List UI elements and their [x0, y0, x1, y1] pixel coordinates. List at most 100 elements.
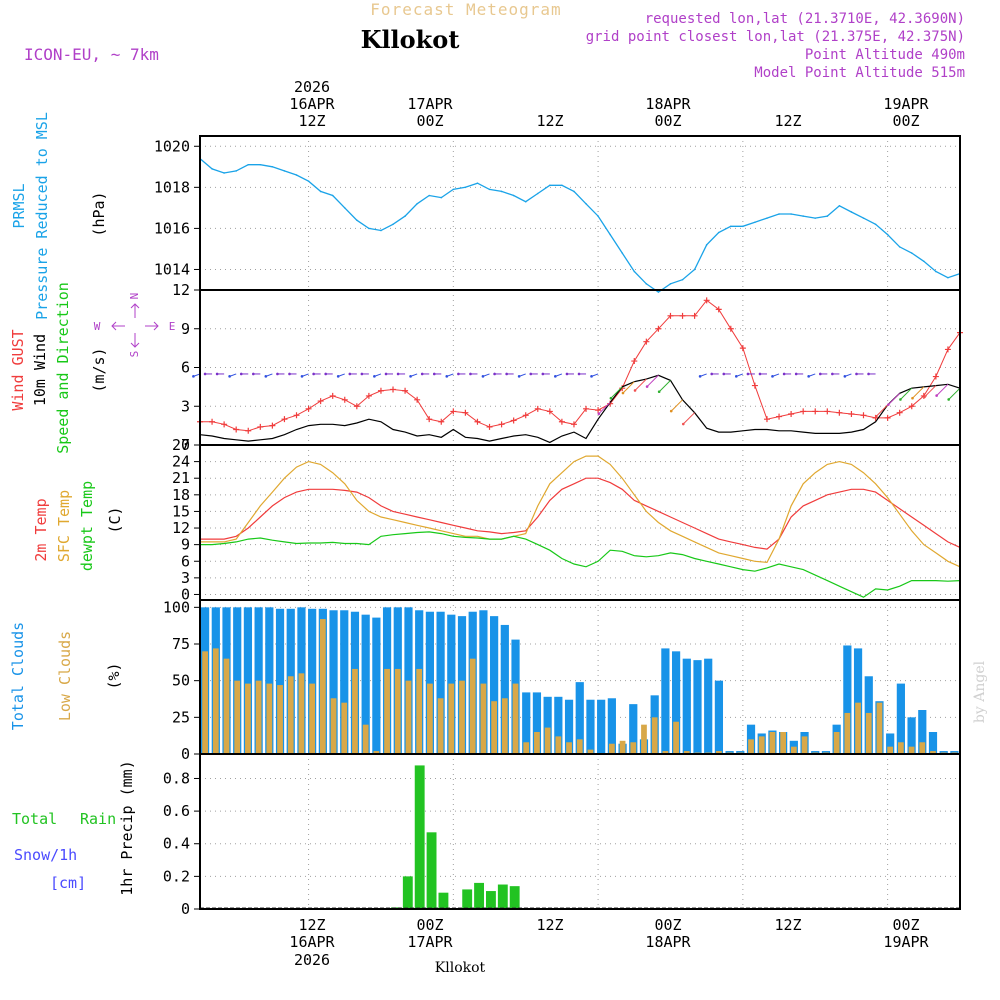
low-cloud-bar: [790, 746, 797, 754]
compass-west: W: [94, 320, 101, 333]
y-tick-label: 12: [172, 281, 190, 299]
gust-point: [426, 416, 433, 423]
total-cloud-bar: [554, 696, 563, 754]
total-cloud-bar: [693, 660, 702, 754]
wind-direction-arrowhead: [843, 375, 847, 378]
total-cloud-bar: [254, 607, 263, 754]
gust-point: [583, 405, 590, 412]
gust-point: [812, 408, 819, 415]
wind-direction-arrow: [948, 387, 961, 400]
pressure-label-prmsl: PRMSL: [10, 183, 28, 228]
temp-label-dew: dewpt Temp: [78, 481, 96, 571]
y-tick-label: 1020: [154, 137, 190, 155]
info-model-altitude: Model Point Altitude 515m: [754, 65, 965, 81]
gust-point: [233, 426, 240, 433]
model-label: ICON-EU, ~ 7km: [24, 45, 159, 64]
wind-direction-arrowhead: [396, 372, 400, 376]
low-cloud-bar: [587, 749, 594, 754]
pressure-point: [331, 194, 334, 197]
temp2m-line: [200, 477, 961, 550]
wind-direction-arrowhead: [541, 372, 545, 376]
gust-point: [522, 412, 529, 419]
wind-direction-arrowhead: [192, 375, 195, 378]
y-tick-label: 0.8: [163, 769, 190, 787]
precip-label-rain: Rain: [80, 810, 116, 828]
wind-direction-arrowhead: [505, 372, 508, 376]
y-tick-label: 9: [181, 320, 190, 338]
pressure-point: [874, 223, 877, 226]
wind-direction-arrowhead: [746, 372, 750, 376]
total-cloud-bar: [853, 648, 863, 754]
wind-direction-arrowhead: [807, 375, 810, 378]
y-tick-label: 1016: [154, 219, 190, 237]
total-cloud-bar: [532, 692, 542, 754]
gust-point: [245, 427, 252, 434]
total-cloud-bar: [586, 699, 595, 754]
wind-direction-arrowhead: [935, 394, 938, 397]
wind-direction-arrowhead: [215, 372, 219, 376]
low-cloud-bar: [427, 683, 433, 754]
pressure-point: [705, 244, 708, 246]
y-tick-label: 50: [172, 672, 190, 690]
low-cloud-bar: [512, 683, 519, 754]
pressure-panel: 1014 1016 1018 1020: [154, 135, 961, 293]
low-cloud-bar: [683, 751, 690, 754]
low-cloud-bar: [930, 751, 936, 754]
rain-bar: [497, 884, 508, 909]
rain-bar: [438, 892, 449, 909]
top-axis-hour-17apr-12z: 12Z: [536, 112, 563, 130]
low-cloud-bar: [641, 724, 647, 754]
wind-direction-arrowhead: [710, 372, 714, 376]
low-cloud-bar: [566, 742, 572, 754]
pressure-point: [802, 215, 804, 217]
pressure-point: [657, 291, 660, 293]
total-cloud-bar: [928, 732, 938, 754]
pressure-point: [380, 229, 382, 232]
gust-point: [727, 325, 734, 332]
bottom-axis-hour-18apr-12z: 12Z: [774, 916, 801, 934]
wind-direction-arrowhead: [722, 372, 726, 376]
gust-point: [848, 411, 855, 417]
low-cloud-bar: [245, 683, 251, 754]
pressure-point: [211, 168, 213, 170]
temp-panel-labels: 2m Temp SFC Temp dewpt Temp (C): [32, 481, 124, 571]
y-tick-label: 12: [172, 519, 190, 537]
wind-direction-arrowhead: [493, 372, 496, 376]
pressure-point: [440, 196, 443, 199]
pressure-point: [464, 186, 467, 189]
pressure-point: [947, 276, 949, 279]
wind-direction-arrowhead: [300, 375, 304, 378]
low-cloud-bar: [758, 736, 765, 754]
gust-point: [209, 418, 216, 425]
gust-point: [691, 312, 698, 319]
pressure-point: [512, 194, 515, 197]
wind-direction-arrowhead: [597, 412, 601, 415]
rain-bar: [402, 876, 413, 909]
wind-direction-arrowhead: [867, 372, 870, 376]
wind-direction-arrowhead: [203, 372, 207, 376]
total-cloud-bar: [404, 607, 413, 754]
pressure-point: [790, 213, 792, 215]
gust-point: [305, 405, 312, 412]
compass-south: S: [128, 351, 141, 358]
pressure-point: [717, 231, 720, 234]
top-axis-day-17apr: 17APR: [407, 95, 453, 113]
low-cloud-bar: [491, 701, 497, 754]
wind-direction-arrow: [682, 412, 695, 425]
footer-location: Kllokot: [435, 960, 486, 976]
total-cloud-bar: [704, 658, 713, 754]
total-cloud-bar: [575, 682, 584, 754]
total-cloud-bar: [597, 699, 606, 754]
y-tick-label: 3: [181, 569, 190, 587]
low-cloud-bar: [865, 712, 872, 754]
pressure-point: [886, 233, 889, 236]
panel-frame: [199, 135, 961, 291]
gust-point: [932, 373, 939, 380]
low-cloud-bar: [480, 683, 487, 754]
gust-line: [200, 299, 961, 432]
bottom-axis-day-17apr: 17APR: [407, 933, 453, 951]
temp-label-sfc: SFC Temp: [55, 490, 73, 562]
y-tick-label: 75: [172, 635, 190, 653]
wind-direction-arrow: [598, 402, 611, 415]
